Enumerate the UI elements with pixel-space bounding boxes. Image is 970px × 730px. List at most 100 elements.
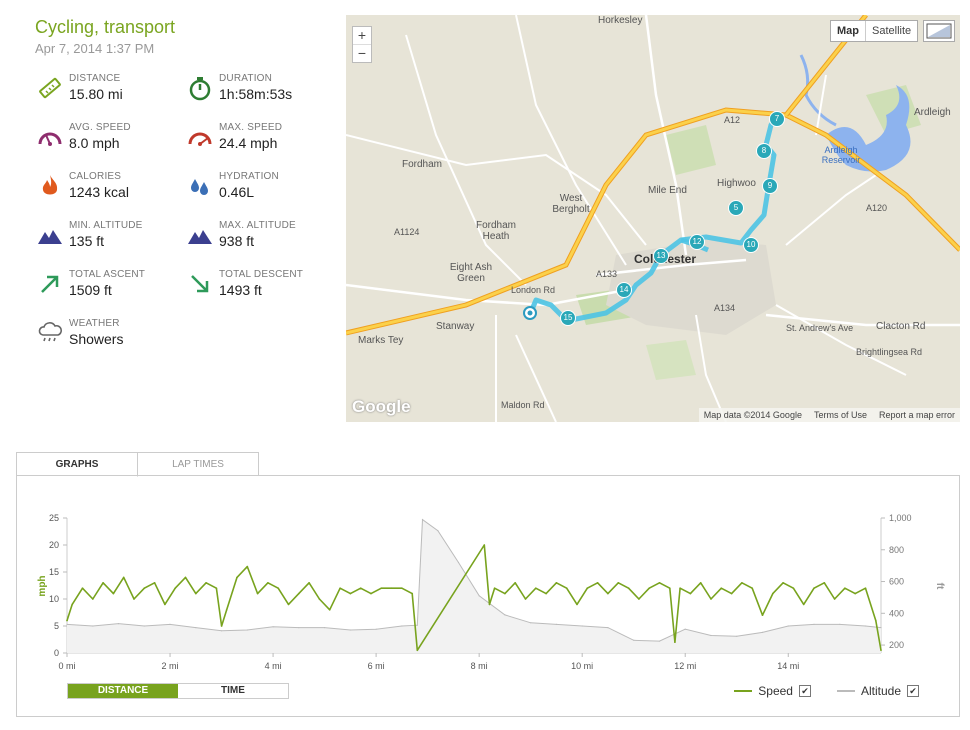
x-tick-label: 4 mi <box>265 661 282 671</box>
altitude-point <box>437 530 439 532</box>
route-marker[interactable]: 13 <box>653 248 669 264</box>
speed-point <box>401 587 403 589</box>
map-label: Eight Ash Green <box>449 262 493 284</box>
expand-icon <box>926 23 952 39</box>
report-error-link[interactable]: Report a map error <box>878 410 955 420</box>
altitude-point <box>839 623 841 625</box>
speed-point <box>66 619 68 622</box>
graphs-panel: 0 5 10 15 20 25 200 400 600 800 1,000 0 mi 2 mi 4 mi 6… <box>16 475 960 717</box>
speed-point <box>813 587 815 589</box>
tab-lap-times[interactable]: LAP TIMES <box>137 452 259 476</box>
speed-point <box>267 582 269 584</box>
zoom-in-button[interactable]: + <box>357 27 367 43</box>
speed-point <box>339 587 341 589</box>
distance-toggle-button[interactable]: DISTANCE <box>68 684 178 698</box>
route-marker[interactable]: 14 <box>616 282 632 298</box>
map-label: Stanway <box>436 321 475 332</box>
speed-point <box>246 565 249 568</box>
stat-total-descent: TOTAL DESCENT 1493 ft <box>187 269 337 309</box>
speed-checkbox[interactable]: ✔ <box>798 685 811 697</box>
map-type-control: Map Satellite <box>830 20 919 42</box>
route-marker[interactable]: 5 <box>728 200 744 216</box>
speed-point <box>607 592 609 595</box>
speed-point <box>112 592 115 595</box>
speed-point <box>277 587 280 589</box>
mountain-icon <box>38 230 62 244</box>
chart-legend: Speed ✔ Altitude ✔ <box>734 684 919 698</box>
speed-point <box>488 603 491 606</box>
altitude-point <box>375 628 377 630</box>
altitude-point <box>401 625 403 627</box>
speed-point <box>854 592 856 595</box>
stat-max-speed: MAX. SPEED 24.4 mph <box>187 122 337 162</box>
stat-max-altitude: MAX. ALTITUDE 938 ft <box>187 220 337 260</box>
route-marker[interactable]: 10 <box>743 237 759 253</box>
stat-calories: CALORIES 1243 kcal <box>37 171 187 211</box>
speed-point <box>359 587 362 589</box>
y2-tick-label: 600 <box>889 577 904 587</box>
map-canvas[interactable] <box>346 15 960 422</box>
activity-title: Cycling, transport <box>35 17 176 37</box>
route-marker[interactable]: 12 <box>689 234 705 250</box>
speed-legend-label: Speed <box>758 684 793 698</box>
activity-date: Apr 7, 2014 1:37 PM <box>35 41 155 56</box>
altitude-legend-swatch <box>836 690 855 692</box>
speed-altitude-chart[interactable]: 0 5 10 15 20 25 200 400 600 800 1,000 0 mi 2 mi 4 mi 6… <box>17 476 959 681</box>
altitude-area <box>67 519 881 653</box>
graph-tabs: GRAPHS LAP TIMES <box>16 452 259 477</box>
y-tick-label: 25 <box>49 513 59 523</box>
speed-point <box>823 582 826 584</box>
route-marker[interactable]: 7 <box>769 111 785 127</box>
speed-point <box>287 603 290 606</box>
fullscreen-button[interactable] <box>923 20 955 42</box>
map-type-map-button[interactable]: Map <box>831 21 866 41</box>
speed-point <box>761 614 764 616</box>
y-tick-label: 10 <box>49 594 59 604</box>
stat-value: 1509 ft <box>69 282 112 298</box>
stat-min-altitude: MIN. ALTITUDE 135 ft <box>37 220 187 260</box>
speed-point <box>349 592 352 595</box>
zoom-out-button[interactable]: − <box>353 44 371 62</box>
route-marker[interactable]: 15 <box>560 310 576 326</box>
arrow-up-right-icon <box>41 275 59 293</box>
map-label: Mile End <box>648 185 687 196</box>
stat-value: 1243 kcal <box>69 184 129 200</box>
speed-point <box>318 598 321 600</box>
speed-point <box>658 582 661 584</box>
speed-point <box>133 598 135 600</box>
flame-icon <box>42 175 58 195</box>
speed-point <box>370 592 372 595</box>
speed-point <box>833 598 836 600</box>
speed-point <box>504 592 506 595</box>
altitude-point <box>195 627 197 629</box>
stat-value: Showers <box>69 331 124 347</box>
y-tick-label: 0 <box>54 648 59 658</box>
terms-link[interactable]: Terms of Use <box>813 410 867 420</box>
map-label: A12 <box>724 115 741 125</box>
stat-label: AVG. SPEED <box>69 122 131 133</box>
map-type-satellite-button[interactable]: Satellite <box>872 25 912 37</box>
speed-point <box>380 587 383 589</box>
speed-point <box>220 625 223 627</box>
speed-point <box>535 587 537 589</box>
altitude-point <box>457 561 460 564</box>
stat-total-ascent: TOTAL ASCENT 1509 ft <box>37 269 187 309</box>
stat-hydration: HYDRATION 0.46L <box>187 171 337 211</box>
stat-value: 15.80 mi <box>69 86 123 102</box>
speed-point <box>730 592 733 595</box>
route-map[interactable]: Horkesley Fordham West Bergholt Fordham … <box>346 15 960 422</box>
water-drops-icon <box>191 179 208 195</box>
map-label: Horkesley <box>598 15 643 26</box>
stat-label: TOTAL DESCENT <box>219 269 304 280</box>
altitude-point <box>633 639 635 641</box>
map-data-credit: Map data ©2014 Google <box>703 410 802 420</box>
speed-point <box>81 587 84 589</box>
tab-graphs[interactable]: GRAPHS <box>16 452 138 477</box>
altitude-point <box>421 519 424 521</box>
time-toggle-button[interactable]: TIME <box>221 685 245 696</box>
speed-point <box>184 576 187 579</box>
route-marker[interactable]: 9 <box>762 178 778 194</box>
speed-point <box>679 587 681 589</box>
altitude-checkbox[interactable]: ✔ <box>907 685 919 697</box>
route-marker[interactable]: 8 <box>756 143 772 159</box>
